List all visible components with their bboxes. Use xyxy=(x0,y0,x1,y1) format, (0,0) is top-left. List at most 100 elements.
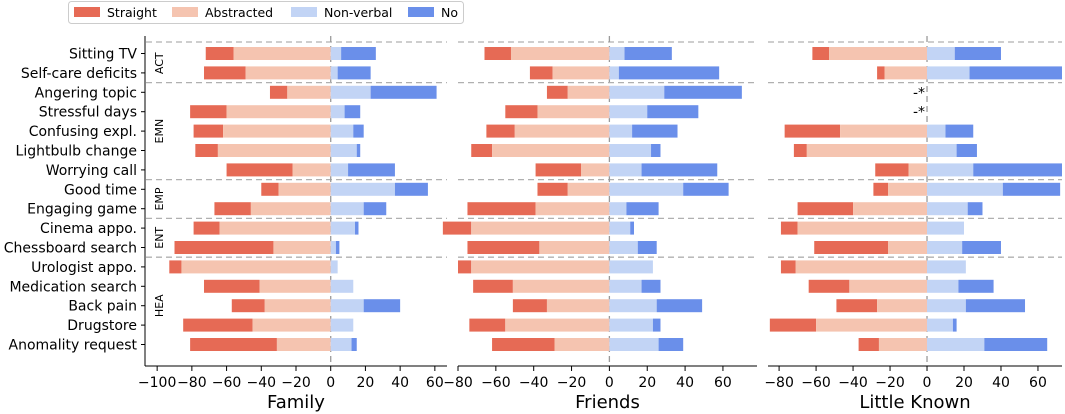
bar-nonverbal xyxy=(330,338,352,351)
bar-no xyxy=(370,85,437,99)
bar-abstracted xyxy=(233,47,331,60)
row-label: Confusing expl. xyxy=(29,124,137,140)
bar-abstracted xyxy=(471,221,610,235)
bar-abstracted xyxy=(537,105,610,119)
row-label: Angering topic xyxy=(35,85,137,101)
bar-no xyxy=(952,318,957,332)
bar-no xyxy=(356,144,361,157)
bar-straight xyxy=(174,241,274,254)
row-label: Lightbulb change xyxy=(16,144,137,160)
bar-no xyxy=(353,124,364,138)
bar-no xyxy=(958,279,994,293)
bar-nonverbal xyxy=(609,299,657,313)
bar-abstracted xyxy=(877,299,928,313)
bar-straight xyxy=(484,47,511,60)
bar-nonverbal xyxy=(330,182,395,196)
annotation: -* xyxy=(913,105,925,121)
bar-nonverbal xyxy=(330,124,354,138)
annotation: -* xyxy=(913,85,925,101)
group-label-ent: ENT xyxy=(153,227,166,249)
bar-abstracted xyxy=(581,163,610,177)
bar-abstracted xyxy=(219,221,331,235)
bar-nonverbal xyxy=(609,47,625,60)
bar-straight xyxy=(183,318,253,332)
bar-straight xyxy=(473,279,513,293)
bar-no xyxy=(394,182,428,196)
bar-abstracted xyxy=(806,144,928,157)
legend-frame xyxy=(68,1,464,24)
bar-nonverbal xyxy=(330,318,354,332)
panel-title: Little Known xyxy=(859,392,970,413)
bar-abstracted xyxy=(512,279,610,293)
x-tick-label: 0 xyxy=(605,375,614,391)
legend-label-no: No xyxy=(441,5,458,20)
row-label: Anomality request xyxy=(9,338,138,354)
bar-no xyxy=(337,66,371,80)
bar-nonverbal xyxy=(927,299,966,313)
bar-no xyxy=(965,299,1026,313)
bar-no xyxy=(954,47,1001,60)
bar-abstracted xyxy=(840,124,928,138)
bar-straight xyxy=(204,66,246,80)
bar-abstracted xyxy=(273,241,331,254)
x-tick-label: −40 xyxy=(247,375,277,391)
legend: Straight Abstracted Non-verbal No xyxy=(68,1,464,24)
legend-label-abstracted: Abstracted xyxy=(205,5,273,20)
bar-nonverbal xyxy=(927,182,1003,196)
bar-abstracted xyxy=(278,182,331,196)
bar-straight xyxy=(877,66,885,80)
row-label: Sitting TV xyxy=(69,47,137,63)
bar-abstracted xyxy=(546,299,610,313)
bar-no xyxy=(624,47,672,60)
bar-straight xyxy=(190,105,227,119)
bar-nonverbal xyxy=(927,338,985,351)
x-tick-label: 0 xyxy=(923,375,932,391)
x-tick-label: −60 xyxy=(212,375,242,391)
bar-straight xyxy=(492,338,555,351)
bar-straight xyxy=(797,202,854,216)
bar-straight xyxy=(512,299,547,313)
bar-straight xyxy=(780,221,798,235)
row-label: Self-care deficits xyxy=(21,66,137,82)
row-label: Back pain xyxy=(68,299,137,315)
bar-abstracted xyxy=(492,144,610,157)
bar-nonverbal xyxy=(330,241,336,254)
bar-nonverbal xyxy=(927,124,946,138)
bar-nonverbal xyxy=(927,144,957,157)
x-tick-label: −60 xyxy=(801,375,831,391)
bar-nonverbal xyxy=(927,260,966,274)
bar-abstracted xyxy=(510,47,610,60)
bar-no xyxy=(632,124,678,138)
bar-straight xyxy=(546,85,568,99)
bar-abstracted xyxy=(505,318,610,332)
bar-no xyxy=(341,47,376,60)
bar-straight xyxy=(784,124,841,138)
bar-straight xyxy=(231,299,265,313)
bar-straight xyxy=(205,47,234,60)
bar-nonverbal xyxy=(609,202,627,216)
bar-no xyxy=(641,163,718,177)
legend-swatch-nonverbal xyxy=(291,7,317,17)
bar-no xyxy=(647,105,699,119)
bar-nonverbal xyxy=(330,163,349,177)
bar-straight xyxy=(261,182,279,196)
x-tick-label: 40 xyxy=(992,375,1010,391)
x-tick-label: −80 xyxy=(764,375,794,391)
bar-no xyxy=(335,241,340,254)
bar-abstracted xyxy=(816,318,928,332)
bar-abstracted xyxy=(888,241,928,254)
row-label: Worrying call xyxy=(46,163,137,179)
bar-no xyxy=(656,299,703,313)
bar-nonverbal xyxy=(330,260,338,274)
bar-abstracted xyxy=(252,318,331,332)
bar-straight xyxy=(529,66,553,80)
bar-straight xyxy=(535,163,582,177)
bar-nonverbal xyxy=(609,182,684,196)
bar-abstracted xyxy=(829,47,928,60)
bar-nonverbal xyxy=(330,105,345,119)
bar-abstracted xyxy=(552,66,610,80)
bar-abstracted xyxy=(567,85,610,99)
x-tick-label: −60 xyxy=(481,375,511,391)
bar-straight xyxy=(269,85,288,99)
